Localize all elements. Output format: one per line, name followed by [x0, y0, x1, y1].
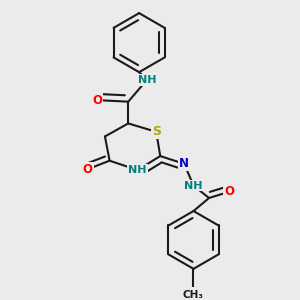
Text: NH: NH [138, 75, 156, 85]
Text: CH₃: CH₃ [183, 290, 204, 300]
Text: O: O [92, 94, 102, 106]
Text: O: O [83, 163, 93, 176]
Text: S: S [152, 125, 161, 138]
Text: NH: NH [184, 181, 203, 190]
Text: NH: NH [128, 165, 147, 175]
Text: O: O [224, 185, 234, 198]
Text: N: N [179, 157, 189, 170]
